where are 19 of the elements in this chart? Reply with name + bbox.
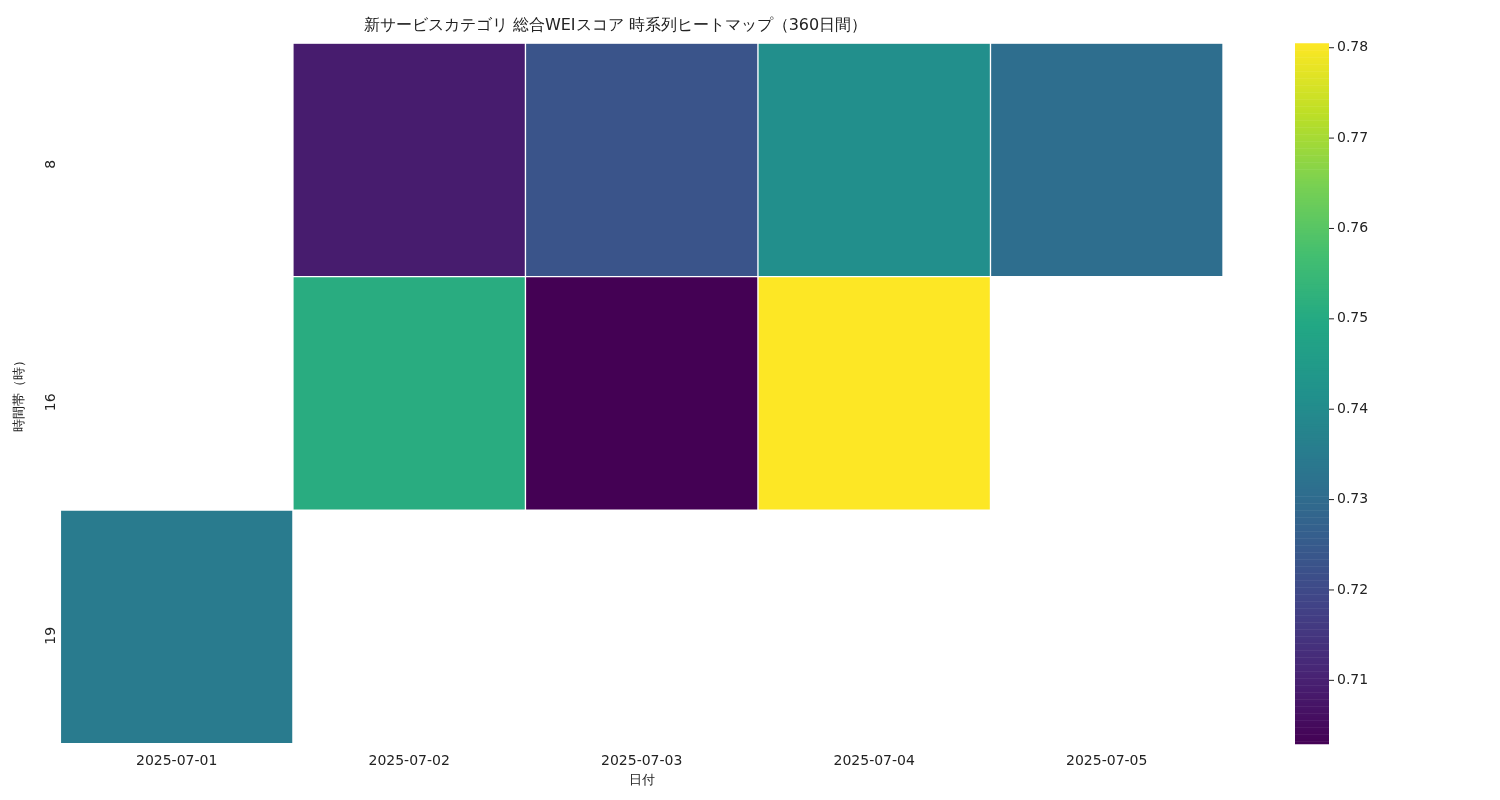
x-tick-label: 2025-07-01	[135, 751, 218, 768]
x-tick-label: 2025-07-02	[368, 751, 450, 768]
y-axis-title: 時間帯（時）	[11, 354, 27, 433]
color-bar-label: 0.72	[1337, 580, 1369, 597]
color-bar-label: 0.74	[1337, 399, 1369, 416]
color-bar-label: 0.78	[1337, 38, 1369, 55]
y-tick-label: 16	[42, 393, 59, 412]
chart-title: 新サービスカテゴリ 総合WEIスコア 時系列ヒートマップ（360日間）	[363, 14, 868, 34]
y-tick-label: 8	[42, 159, 59, 169]
color-bar-label: 0.71	[1337, 670, 1369, 687]
color-bar-label: 0.76	[1337, 219, 1369, 236]
color-bar-label: 0.75	[1337, 309, 1369, 326]
x-tick-label: 2025-07-05	[1066, 751, 1148, 768]
y-tick-label: 19	[42, 626, 59, 645]
color-bar-label: 0.77	[1337, 128, 1369, 145]
color-bar-label: 0.73	[1337, 490, 1369, 507]
x-axis-title: 日付	[628, 771, 655, 787]
x-tick-label: 2025-07-03	[601, 751, 683, 768]
x-tick-label: 2025-07-04	[833, 751, 915, 768]
